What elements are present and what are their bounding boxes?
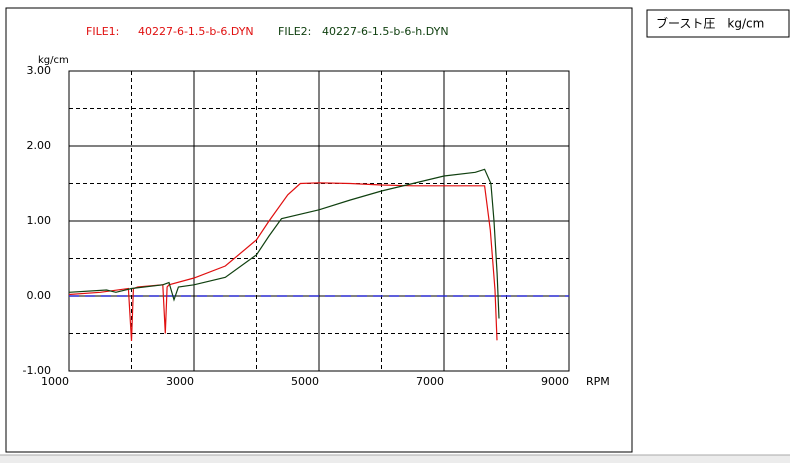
- legend-file: FILE1:: [86, 25, 119, 38]
- x-tick-label: 1000: [41, 375, 69, 388]
- y-tick-label: 2.00: [27, 139, 52, 152]
- panel-title: ブースト圧 kg/cm: [656, 16, 764, 31]
- legend-name: 40227-6-1.5-b-6.DYN: [138, 25, 254, 38]
- y-tick-label: 3.00: [27, 64, 52, 77]
- x-tick-label: 5000: [291, 375, 319, 388]
- x-tick-label: 3000: [166, 375, 194, 388]
- y-tick-label: 1.00: [27, 214, 52, 227]
- status-strip: [0, 455, 790, 463]
- legend-file: FILE2:: [278, 25, 311, 38]
- x-axis-label: RPM: [586, 375, 610, 388]
- x-tick-label: 7000: [416, 375, 444, 388]
- series-line: [68, 168, 500, 319]
- y-tick-label: -1.00: [23, 364, 51, 377]
- legend-name: 40227-6-1.5-b-6-h.DYN: [322, 25, 449, 38]
- y-tick-label: 0.00: [27, 289, 52, 302]
- y-axis-label: kg/cm: [38, 55, 69, 66]
- title-box: [646, 9, 790, 38]
- x-tick-label: 9000: [541, 375, 569, 388]
